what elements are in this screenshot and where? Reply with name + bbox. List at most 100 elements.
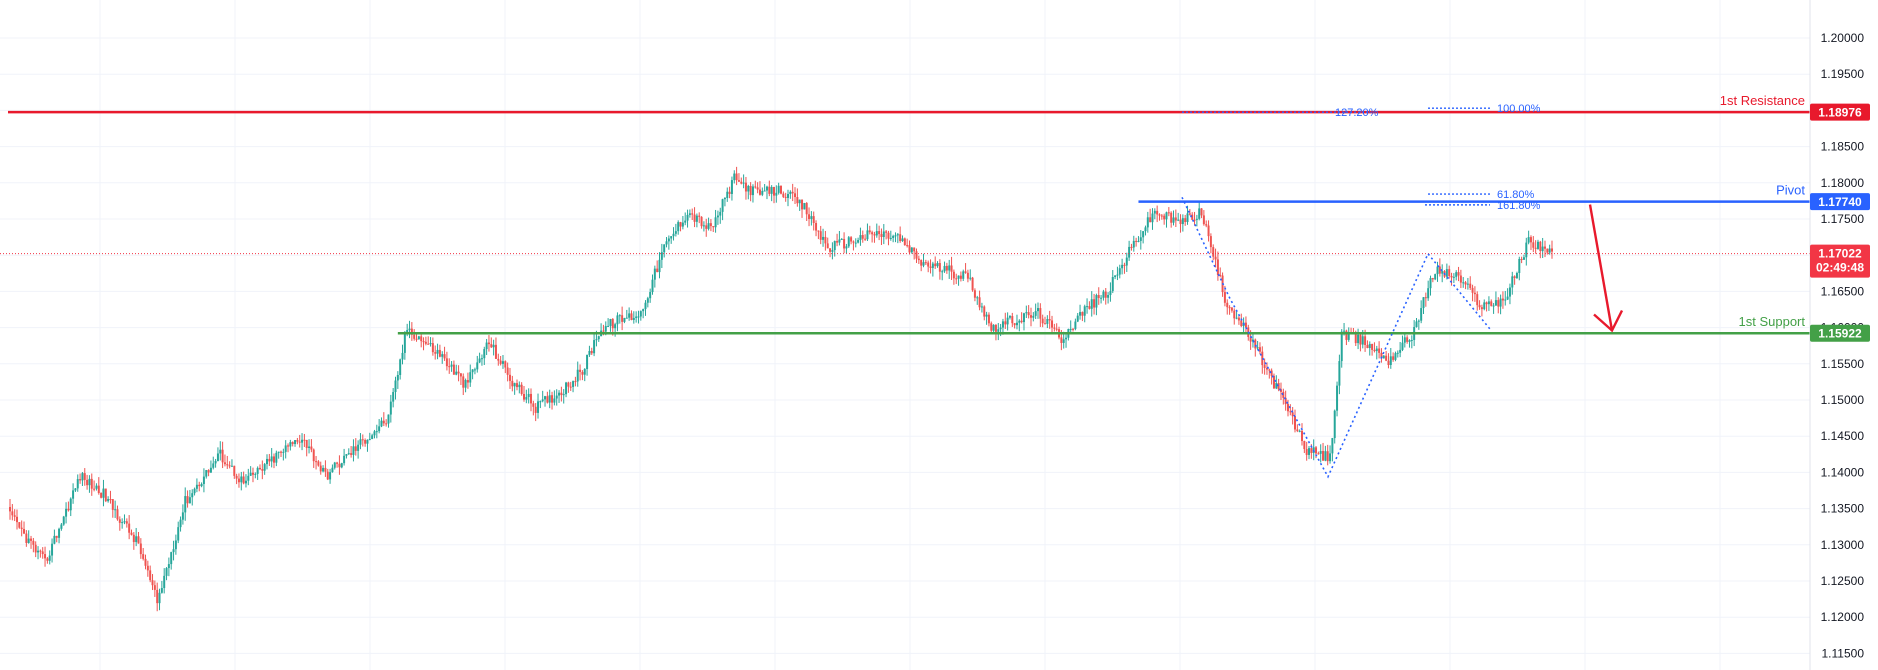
candle-body bbox=[1256, 347, 1259, 349]
candle-body bbox=[240, 476, 243, 483]
candle-body bbox=[1132, 240, 1135, 248]
candle-body bbox=[843, 238, 846, 249]
candle-body bbox=[1462, 282, 1465, 284]
candle-body bbox=[915, 251, 918, 259]
candle-body bbox=[1511, 276, 1514, 288]
candle-body bbox=[758, 189, 761, 195]
candle-body bbox=[999, 327, 1002, 330]
candle-body bbox=[39, 550, 42, 552]
candle-body bbox=[88, 478, 91, 486]
candle-body bbox=[1170, 212, 1173, 223]
candle-body bbox=[1125, 257, 1128, 266]
candle-body bbox=[1506, 296, 1509, 300]
candle-body bbox=[1494, 300, 1497, 306]
candle-body bbox=[457, 371, 460, 374]
candle-body bbox=[104, 488, 107, 502]
candle-body bbox=[822, 236, 825, 240]
candle-body bbox=[41, 551, 44, 555]
candle-body bbox=[1396, 352, 1399, 354]
level-price-badge bbox=[1810, 324, 1870, 342]
candle-body bbox=[952, 271, 955, 279]
candle-body bbox=[79, 479, 82, 481]
candle-body bbox=[1041, 318, 1044, 324]
candle-body bbox=[424, 341, 427, 344]
candle-body bbox=[1022, 313, 1025, 323]
candle-body bbox=[1275, 383, 1278, 389]
candle-body bbox=[1137, 240, 1140, 242]
candle-body bbox=[357, 444, 360, 451]
candle-body bbox=[628, 313, 631, 318]
candle-body bbox=[9, 507, 11, 512]
fib-level-label: 100.00% bbox=[1497, 103, 1541, 115]
candle-body bbox=[658, 259, 661, 273]
candle-body bbox=[478, 358, 481, 363]
candle-body bbox=[931, 263, 934, 268]
candle-body bbox=[1518, 258, 1521, 273]
candle-body bbox=[1039, 308, 1042, 319]
candle-body bbox=[508, 374, 511, 381]
candle-body bbox=[1480, 307, 1483, 310]
candle-body bbox=[553, 398, 556, 403]
candle-body bbox=[415, 338, 418, 340]
candle-body bbox=[1368, 343, 1371, 348]
candle-body bbox=[1188, 213, 1191, 215]
candle-body bbox=[209, 467, 212, 473]
candle-body bbox=[1139, 237, 1142, 241]
candle-body bbox=[889, 237, 892, 239]
candle-body bbox=[737, 180, 740, 182]
candle-body bbox=[413, 334, 416, 339]
candle-body bbox=[1464, 282, 1467, 285]
candle-body bbox=[663, 244, 666, 253]
candle-body bbox=[137, 536, 140, 544]
candle-body bbox=[695, 215, 698, 222]
candle-body bbox=[1361, 336, 1364, 345]
candle-body bbox=[184, 496, 187, 513]
candle-body bbox=[464, 380, 467, 388]
candle-body bbox=[1076, 315, 1079, 322]
candle-body bbox=[882, 231, 885, 237]
candle-body bbox=[805, 203, 808, 215]
candle-body bbox=[1520, 258, 1523, 260]
candle-body bbox=[273, 456, 276, 463]
candle-body bbox=[845, 246, 848, 249]
candle-body bbox=[962, 271, 965, 279]
candle-body bbox=[815, 223, 818, 231]
candle-body bbox=[581, 371, 584, 375]
candle-body bbox=[857, 240, 860, 243]
price-tick-label: 1.20000 bbox=[1821, 31, 1865, 45]
candle-body bbox=[920, 260, 923, 266]
candle-body bbox=[483, 349, 486, 359]
candle-body bbox=[1044, 323, 1047, 325]
candle-body bbox=[1340, 331, 1343, 362]
candle-body bbox=[235, 475, 238, 479]
candle-body bbox=[651, 279, 654, 293]
candle-body bbox=[1410, 339, 1413, 341]
candle-body bbox=[873, 234, 876, 236]
harmonic-pattern-line bbox=[1181, 196, 1491, 479]
candle-body bbox=[1536, 241, 1539, 249]
candle-body bbox=[37, 550, 40, 553]
candle-body bbox=[537, 401, 540, 413]
candle-body bbox=[742, 182, 745, 184]
candle-body bbox=[382, 420, 385, 424]
candle-body bbox=[1324, 451, 1327, 461]
candle-body bbox=[1382, 355, 1385, 359]
candle-body bbox=[1487, 301, 1490, 305]
candle-body bbox=[1167, 212, 1170, 214]
candle-body bbox=[983, 306, 986, 317]
candle-body bbox=[1004, 321, 1007, 325]
candle-body bbox=[875, 231, 878, 236]
candle-body bbox=[1380, 352, 1383, 359]
candle-body bbox=[1156, 210, 1159, 215]
candle-body bbox=[1375, 348, 1378, 352]
price-tick-label: 1.14000 bbox=[1821, 465, 1865, 479]
candle-body bbox=[144, 558, 147, 566]
candle-body bbox=[1214, 256, 1217, 260]
candle-body bbox=[917, 258, 920, 261]
candle-body bbox=[985, 314, 988, 317]
candle-body bbox=[1226, 302, 1229, 308]
candle-body bbox=[1497, 300, 1500, 307]
candle-body bbox=[1272, 375, 1275, 389]
candle-body bbox=[530, 393, 533, 404]
